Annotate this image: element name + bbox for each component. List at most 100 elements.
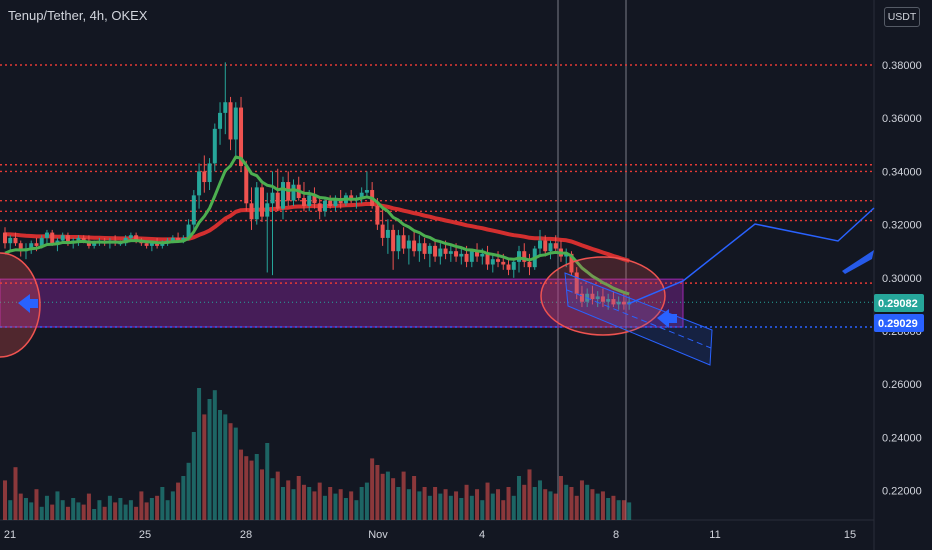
candle-body	[34, 243, 39, 246]
volume-bar	[427, 495, 432, 520]
candle-body	[202, 171, 207, 183]
volume-bar	[433, 487, 438, 520]
volume-bar	[170, 491, 175, 520]
chart-title: Tenup/Tether, 4h, OKEX	[8, 8, 148, 23]
volume-bar	[50, 504, 55, 520]
volume-bar	[223, 414, 228, 520]
candle-body	[454, 251, 459, 257]
candle-body	[422, 243, 427, 254]
volume-bar	[44, 495, 49, 520]
candle-body	[501, 261, 506, 265]
candle-body	[265, 203, 270, 217]
y-tick-label: 0.26000	[882, 379, 922, 391]
candle-body	[469, 251, 474, 262]
volume-bar	[239, 449, 244, 520]
candle-body	[249, 203, 254, 220]
candle-body	[417, 243, 422, 252]
candle-body	[412, 240, 417, 252]
candle-body	[480, 253, 485, 257]
candle-body	[333, 198, 338, 206]
candle-body	[427, 245, 432, 254]
volume-bar	[260, 469, 265, 520]
left-arrow-icon	[657, 309, 677, 328]
price-tag-label: 0.29082	[878, 298, 918, 310]
candle-body	[611, 299, 616, 305]
volume-bar	[307, 487, 312, 520]
candle-body	[134, 235, 139, 241]
candle-body	[160, 243, 165, 246]
volume-bar	[149, 498, 154, 520]
candle-body	[260, 187, 265, 217]
volume-bar	[197, 388, 202, 520]
volume-bar	[501, 500, 506, 520]
candle-body	[275, 192, 280, 209]
volume-bar	[616, 500, 621, 520]
left-arrow-icon	[18, 294, 38, 313]
volume-bar	[401, 471, 406, 520]
volume-bar	[86, 493, 91, 520]
volume-bar	[186, 462, 191, 520]
volume-bar	[244, 456, 249, 520]
candle-body	[475, 251, 480, 257]
volume-bar	[391, 478, 396, 520]
candle-body	[270, 192, 275, 204]
highlight-ellipse-left	[0, 252, 41, 358]
candle-body	[76, 237, 81, 241]
volume-bar	[454, 491, 459, 520]
volume-bar	[291, 489, 296, 520]
projection-arrow-head	[842, 250, 874, 274]
volume-bar	[218, 410, 223, 520]
volume-bar	[328, 487, 333, 520]
volume-bar	[92, 509, 97, 520]
candle-body	[359, 192, 364, 198]
volume-bar	[333, 493, 338, 520]
candle-body	[433, 245, 438, 257]
candle-body	[176, 237, 181, 241]
volume-bar	[107, 495, 112, 520]
volume-bar	[469, 495, 474, 520]
candle-body	[128, 235, 133, 238]
volume-bar	[343, 498, 348, 520]
volume-bar	[13, 467, 18, 520]
candle-body	[522, 251, 527, 262]
x-tick-label: 15	[844, 529, 856, 541]
candle-body	[459, 253, 464, 257]
candle-body	[244, 166, 249, 204]
volume-bar	[97, 500, 102, 520]
candle-body	[496, 259, 501, 262]
volume-bar	[579, 480, 584, 520]
volume-bar	[585, 484, 590, 520]
volume-bar	[564, 484, 569, 520]
volume-bar	[181, 476, 186, 520]
volume-bar	[338, 489, 343, 520]
candle-body	[65, 235, 70, 244]
candle-body	[186, 224, 191, 238]
volume-bar	[176, 482, 181, 520]
currency-button[interactable]: USDT	[884, 7, 920, 27]
price-tag	[874, 314, 924, 332]
volume-bar	[228, 423, 233, 520]
volume-bar	[286, 480, 291, 520]
y-tick-label: 0.22000	[882, 486, 922, 498]
candle-body	[600, 296, 605, 302]
candle-body	[291, 184, 296, 201]
candle-body	[543, 240, 548, 252]
x-tick-label: 8	[613, 529, 619, 541]
volume-bar	[139, 491, 144, 520]
candle-body	[212, 128, 217, 164]
y-tick-label: 0.24000	[882, 432, 922, 444]
price-tag-label: 0.29029	[878, 318, 918, 330]
volume-bar	[448, 495, 453, 520]
volume-bar	[134, 506, 139, 520]
candle-body	[490, 259, 495, 265]
volume-bar	[553, 493, 558, 520]
volume-bar	[160, 487, 165, 520]
volume-bar	[39, 506, 44, 520]
volume-bar	[312, 491, 317, 520]
candle-body	[92, 243, 97, 246]
candle-body	[569, 253, 574, 273]
candle-body	[280, 182, 285, 209]
candle-body	[39, 237, 44, 246]
volume-bar	[485, 482, 490, 520]
